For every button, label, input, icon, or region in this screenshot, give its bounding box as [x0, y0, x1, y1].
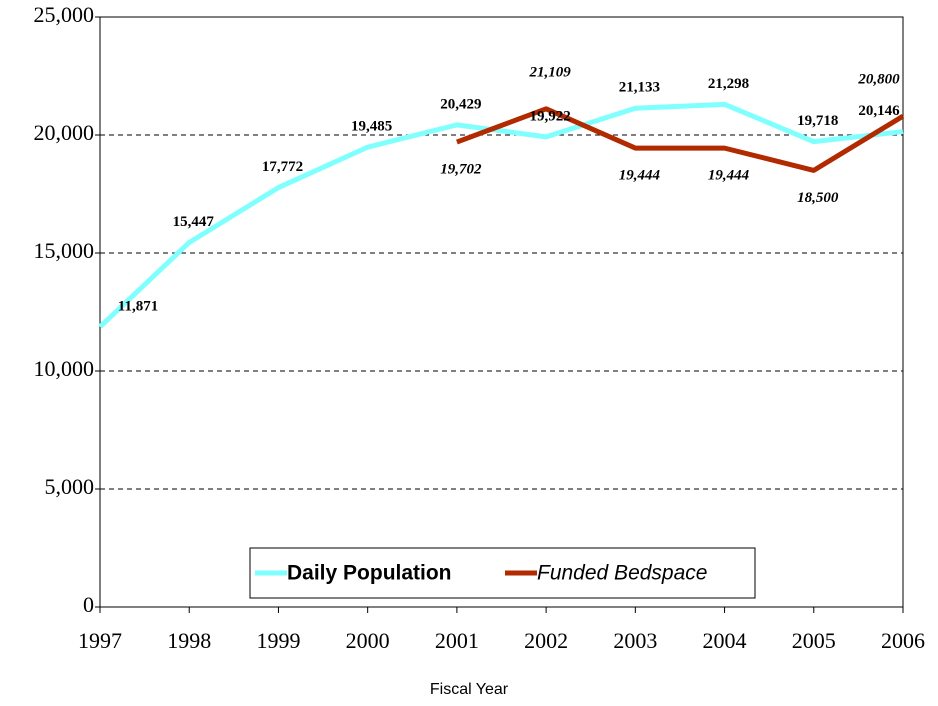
line-series	[98, 101, 904, 329]
value-label: 19,718	[797, 113, 838, 129]
value-label: 20,146	[858, 103, 900, 119]
value-label: 20,429	[440, 96, 481, 112]
x-tick-label: 1998	[167, 628, 211, 653]
x-tick-label: 2000	[346, 628, 390, 653]
value-label: 11,871	[118, 298, 158, 314]
legend-box	[249, 547, 756, 599]
value-label: 21,109	[528, 64, 571, 80]
x-tick-label: 1999	[256, 628, 300, 653]
value-label: 19,922	[529, 108, 570, 124]
x-tick-label: 2001	[435, 628, 479, 653]
x-tick-label: 2003	[613, 628, 657, 653]
y-tick-label: 10,000	[34, 356, 95, 381]
value-label: 19,702	[440, 161, 482, 177]
value-label: 21,298	[708, 76, 749, 92]
value-label: 15,447	[173, 214, 215, 230]
y-tick-label: 0	[83, 592, 94, 617]
legend: Daily Population Funded Bedspace	[249, 547, 756, 599]
legend-label: Daily Population	[287, 562, 452, 585]
line-series	[456, 106, 905, 173]
x-tick-label: 2002	[524, 628, 568, 653]
y-tick-label: 25,000	[34, 2, 95, 27]
plot-frame	[99, 16, 904, 608]
value-label: 20,800	[857, 72, 900, 88]
value-label: 18,500	[797, 190, 839, 206]
x-axis-label: Fiscal Year	[430, 681, 509, 698]
value-label: 19,485	[351, 119, 392, 135]
value-label: 19,444	[708, 168, 750, 184]
value-label: 21,133	[619, 80, 660, 96]
y-tick-label: 5,000	[45, 474, 95, 499]
legend-label: Funded Bedspace	[537, 562, 707, 585]
x-tick-label: 2005	[792, 628, 836, 653]
x-tick-label: 1997	[78, 628, 122, 653]
y-tick-label: 20,000	[34, 120, 95, 145]
value-label: 19,444	[619, 168, 661, 184]
y-tick-label: 15,000	[34, 238, 95, 263]
x-tick-label: 2006	[881, 628, 925, 653]
value-label: 17,772	[262, 159, 303, 175]
x-tick-label: 2004	[703, 628, 747, 653]
